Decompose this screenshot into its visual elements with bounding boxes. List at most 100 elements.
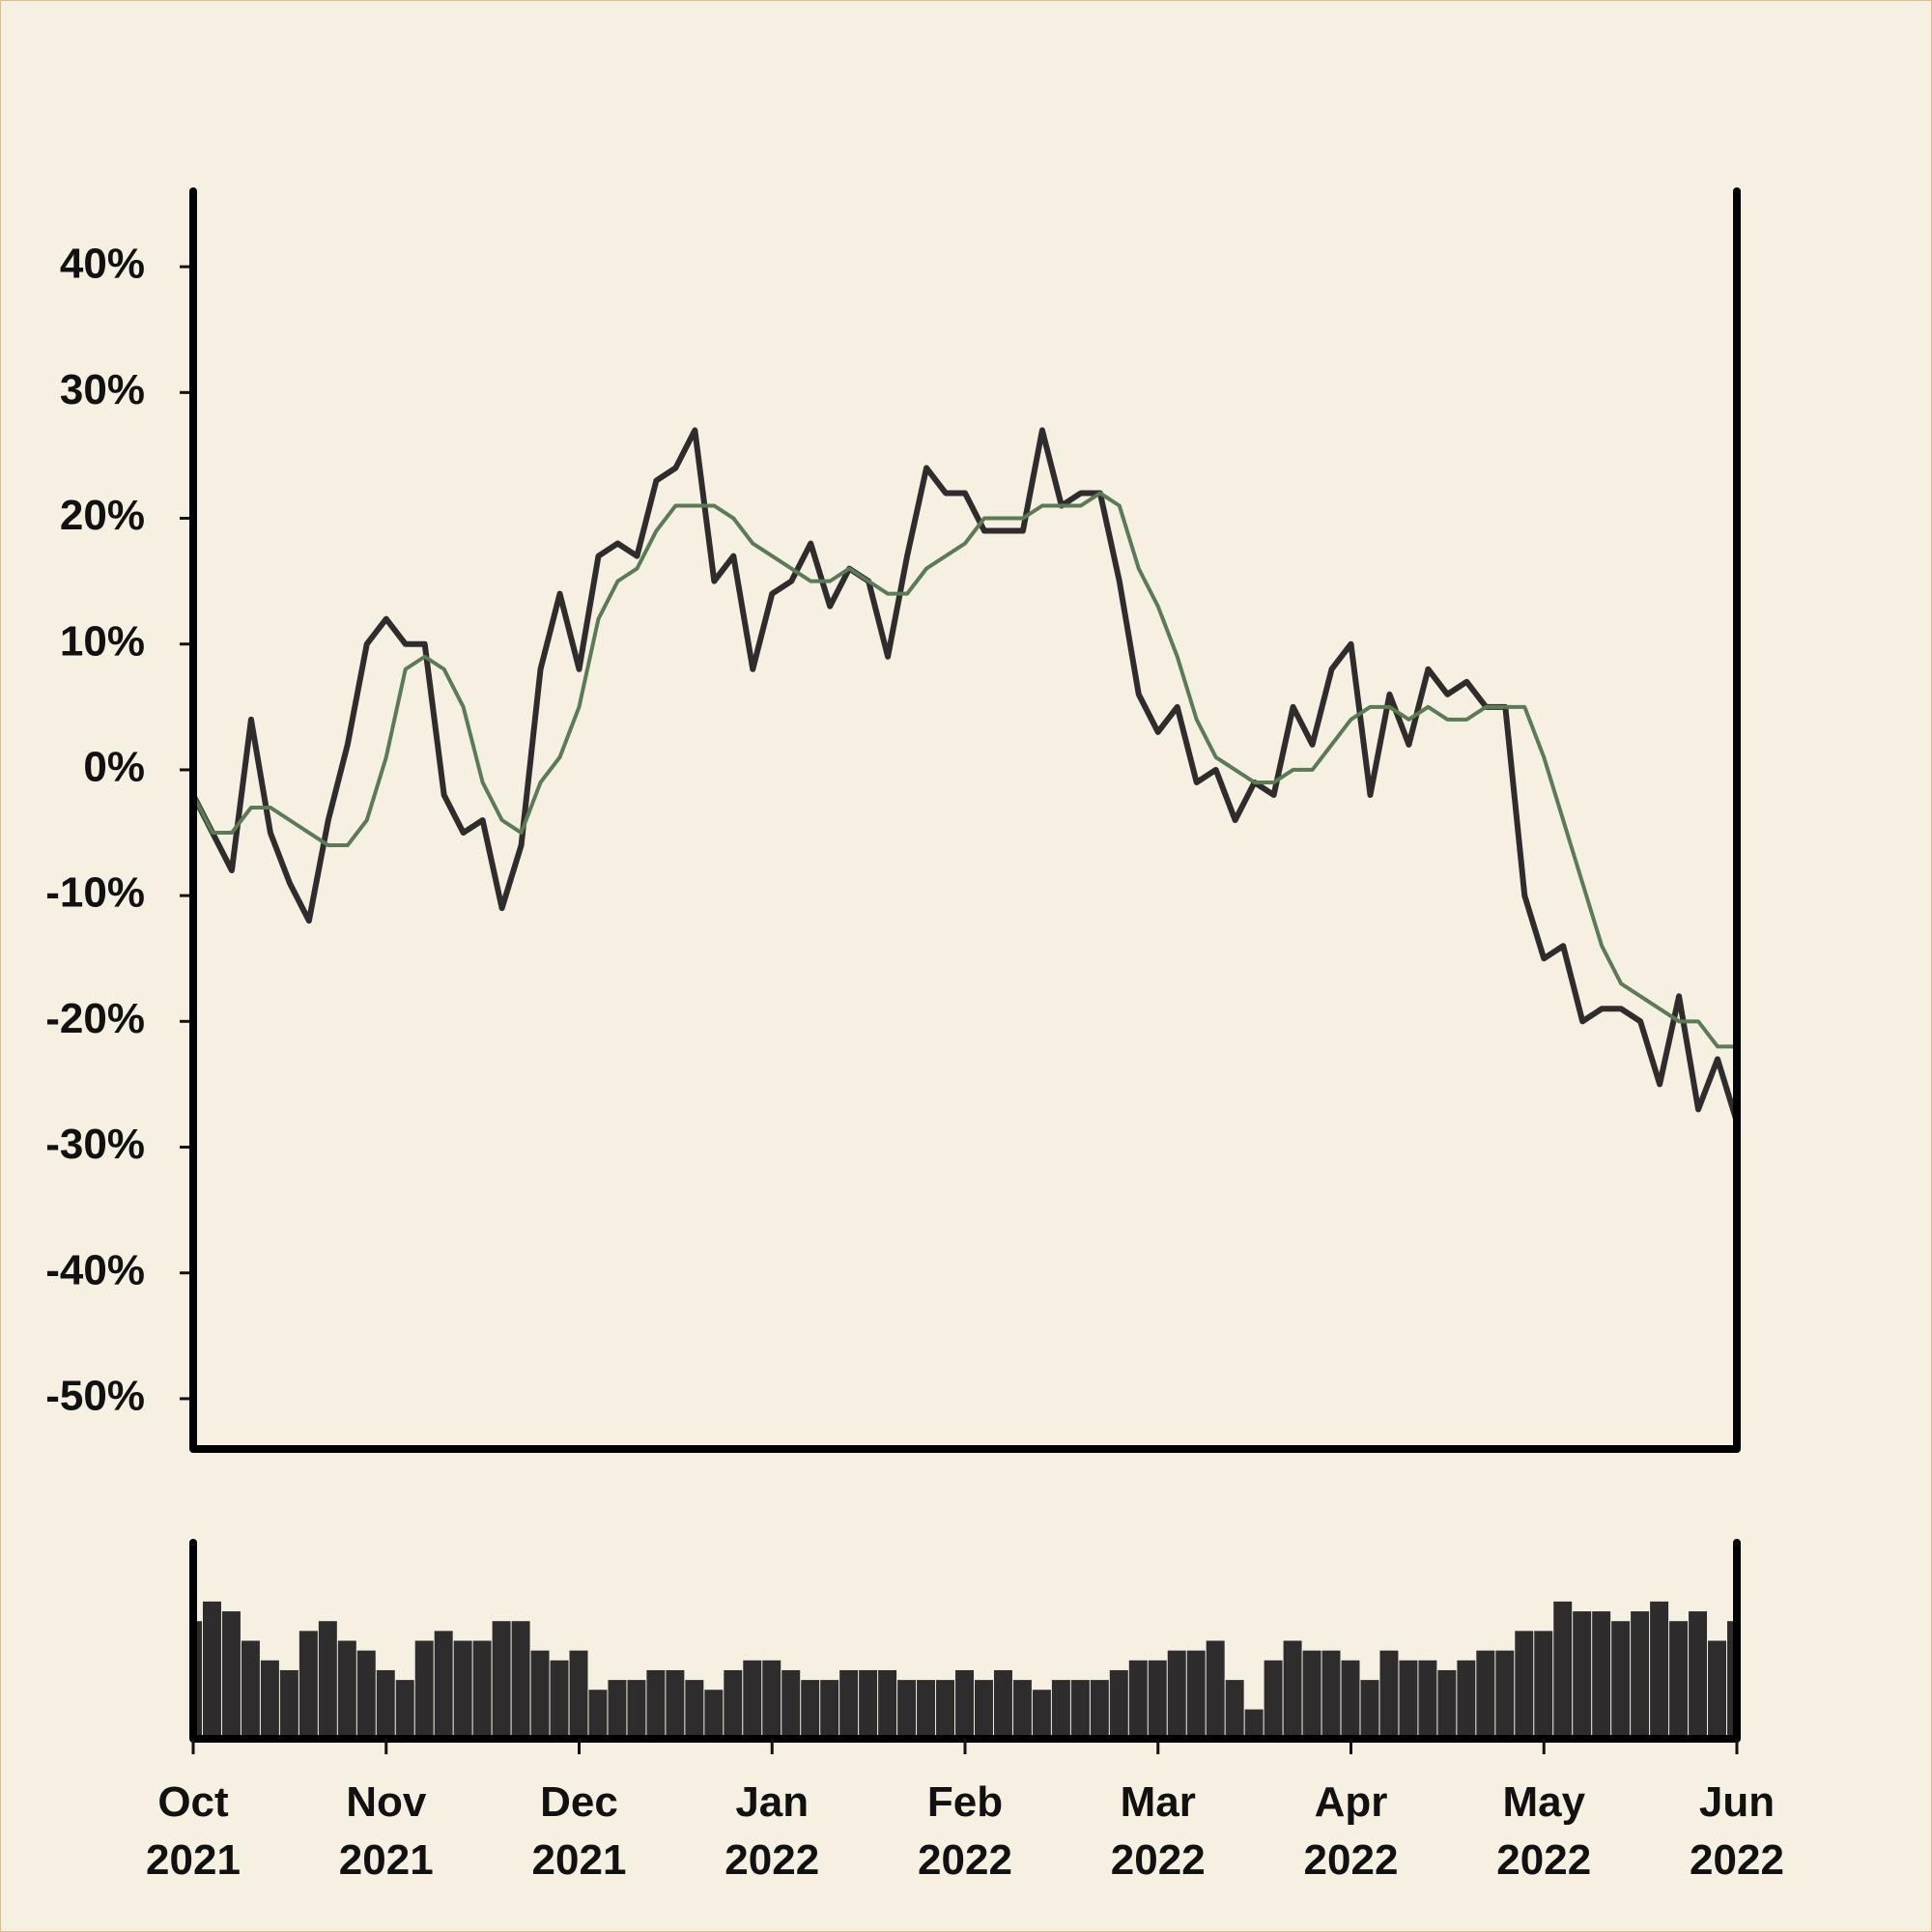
volume-bar xyxy=(1148,1660,1167,1739)
volume-bar xyxy=(376,1669,395,1739)
y-tick-label: 10% xyxy=(60,617,145,665)
volume-bar xyxy=(1534,1631,1553,1739)
volume-bar xyxy=(627,1680,646,1739)
volume-bar xyxy=(897,1680,917,1739)
volume-bar xyxy=(337,1640,356,1739)
volume-bar xyxy=(569,1650,588,1739)
volume-bar xyxy=(472,1640,492,1739)
x-tick-label: Dec 2021 xyxy=(531,1778,627,1884)
volume-bar xyxy=(1070,1680,1090,1739)
volume-bar xyxy=(724,1669,743,1739)
volume-bar xyxy=(356,1650,376,1739)
volume-bar xyxy=(1244,1709,1264,1739)
volume-bar xyxy=(1012,1680,1032,1739)
volume-bar xyxy=(1650,1601,1669,1739)
volume-bar xyxy=(414,1640,434,1739)
x-tick-label: Apr 2022 xyxy=(1303,1778,1399,1884)
price-line xyxy=(190,427,1740,1123)
volume-bar xyxy=(193,1621,202,1739)
y-tick-label: -40% xyxy=(45,1246,145,1293)
volume-bar xyxy=(530,1650,550,1739)
volume-bar xyxy=(1495,1650,1515,1739)
volume-bar xyxy=(704,1690,724,1739)
volume-bar xyxy=(550,1660,569,1739)
volume-bar xyxy=(260,1660,279,1739)
y-tick-label: 40% xyxy=(60,241,145,288)
y-tick-label: -30% xyxy=(45,1121,145,1168)
volume-bar xyxy=(646,1669,666,1739)
volume-bar xyxy=(801,1680,820,1739)
volume-bar xyxy=(1360,1680,1379,1739)
volume-bar xyxy=(1032,1690,1051,1739)
volume-bar xyxy=(666,1669,685,1739)
volume-bar xyxy=(1573,1611,1592,1739)
volume-bar xyxy=(685,1680,704,1739)
volume-bar xyxy=(318,1621,337,1739)
volume-bar xyxy=(1611,1621,1631,1739)
volume-bar xyxy=(1264,1660,1283,1739)
volume-bar xyxy=(1631,1611,1650,1739)
volume-bar xyxy=(1457,1660,1476,1739)
volume-bar xyxy=(1418,1660,1437,1739)
volume-bar xyxy=(1283,1640,1302,1739)
y-tick-label: -10% xyxy=(45,869,145,917)
x-tick-label: Feb 2022 xyxy=(918,1778,1012,1884)
price-line xyxy=(191,491,1737,1049)
volume-bar xyxy=(1206,1640,1225,1739)
y-tick-label: 0% xyxy=(83,744,145,791)
axis-spine xyxy=(189,187,1741,1453)
volume-bar xyxy=(1669,1621,1689,1739)
volume-bar xyxy=(1321,1650,1341,1739)
volume-bar xyxy=(974,1680,993,1739)
volume-bar xyxy=(1090,1680,1109,1739)
volume-bar xyxy=(1727,1621,1736,1739)
volume-bar xyxy=(279,1669,298,1739)
volume-bar xyxy=(202,1601,221,1739)
volume-bar xyxy=(1167,1650,1186,1739)
volume-bar xyxy=(1592,1611,1611,1739)
volume-bar xyxy=(878,1669,897,1739)
volume-bar xyxy=(1186,1650,1206,1739)
x-tick-label: Mar 2022 xyxy=(1110,1778,1206,1884)
y-tick-label: 20% xyxy=(60,492,145,539)
volume-bar xyxy=(1379,1650,1399,1739)
volume-bar xyxy=(1708,1640,1727,1739)
x-tick-label: Jan 2022 xyxy=(724,1778,820,1884)
volume-bar xyxy=(1515,1631,1534,1739)
volume-bar xyxy=(1553,1601,1573,1739)
volume-bar xyxy=(820,1680,839,1739)
volume-bar xyxy=(917,1680,936,1739)
y-tick-label: -50% xyxy=(45,1373,145,1420)
volume-bar xyxy=(1302,1650,1321,1739)
volume-bar xyxy=(993,1669,1012,1739)
volume-bar xyxy=(492,1621,511,1739)
volume-bar xyxy=(1109,1669,1128,1739)
volume-bar xyxy=(1399,1660,1418,1739)
volume-bar xyxy=(1437,1669,1457,1739)
volume-bar xyxy=(955,1669,974,1739)
volume-bar xyxy=(859,1669,878,1739)
x-tick-label: May 2022 xyxy=(1496,1778,1592,1884)
volume-bar xyxy=(743,1660,762,1739)
y-tick-label: -20% xyxy=(45,995,145,1042)
volume-bar xyxy=(781,1669,801,1739)
x-tick-label: Oct 2021 xyxy=(146,1778,241,1884)
volume-bar xyxy=(395,1680,414,1739)
volume-bar xyxy=(839,1669,859,1739)
x-tick-label: Jun 2022 xyxy=(1690,1778,1784,1884)
volume-bar xyxy=(608,1680,627,1739)
volume-bar xyxy=(762,1660,781,1739)
volume-bar xyxy=(298,1631,318,1739)
volume-bar xyxy=(434,1631,453,1739)
volume-bar xyxy=(1689,1611,1708,1739)
volume-bar xyxy=(241,1640,260,1739)
y-tick-label: 30% xyxy=(60,366,145,413)
volume-bar xyxy=(1341,1660,1360,1739)
volume-bar xyxy=(1476,1650,1495,1739)
x-tick-label: Nov 2021 xyxy=(338,1778,434,1884)
volume-bar xyxy=(1051,1680,1070,1739)
volume-bar xyxy=(453,1640,472,1739)
volume-bar xyxy=(1225,1680,1244,1739)
